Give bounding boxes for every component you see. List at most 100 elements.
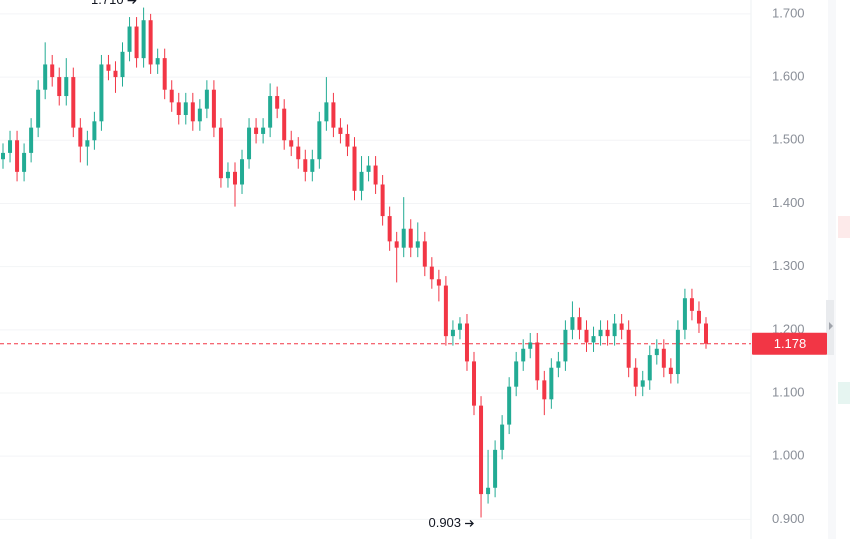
high-marker-label: 1.710 [91, 0, 124, 7]
candle-body [387, 216, 392, 242]
candle-body [29, 127, 34, 153]
candle-body [50, 64, 55, 78]
candle-body [535, 342, 540, 381]
candle-body [197, 108, 202, 122]
candle-body [106, 64, 111, 71]
candle-body [619, 323, 624, 330]
candle-body [36, 89, 41, 128]
candle-body [556, 361, 561, 368]
candle-body [127, 26, 132, 52]
candle-body [486, 487, 491, 495]
scroll-arrow[interactable] [829, 322, 833, 330]
y-tick-label: 1.500 [772, 132, 805, 147]
candle-body [415, 241, 420, 248]
side-tag [838, 382, 850, 404]
candle-body [549, 367, 554, 400]
low-marker-label: 0.903 [428, 515, 461, 530]
candle-body [443, 285, 448, 337]
candle-body [507, 386, 512, 425]
candle-body [247, 127, 252, 160]
candle-body [436, 279, 441, 286]
candle-body [359, 171, 364, 191]
candle-body [324, 102, 329, 122]
y-tick-label: 0.900 [772, 511, 805, 526]
candle-body [647, 355, 652, 381]
y-tick-label: 1.100 [772, 384, 805, 399]
candle-body [514, 361, 519, 387]
overlay: 1.178 1.710 0.903 [0, 0, 827, 530]
candle-body [366, 165, 371, 172]
candle-body [169, 89, 174, 103]
candle-body [626, 329, 631, 368]
candle-body [472, 361, 477, 406]
candle-body [661, 348, 666, 368]
candle-body [268, 96, 273, 128]
candle-body [15, 140, 20, 172]
candle-body [134, 26, 139, 59]
candle-body [183, 102, 188, 115]
candle-body [380, 184, 385, 217]
last-price-label: 1.178 [774, 336, 807, 351]
candle-body [654, 348, 659, 356]
candle-body [345, 133, 350, 147]
candle-body [232, 171, 237, 185]
grid: 0.900 1.000 1.100 1.200 1.300 1.400 1.500 1.600… [0, 5, 805, 526]
candle-body [99, 64, 104, 122]
candle-body [584, 329, 589, 343]
candle-body [141, 20, 146, 59]
last-price-tag [752, 332, 827, 355]
y-tick-label: 1.000 [772, 448, 805, 463]
candle-body [92, 121, 97, 141]
candle-body [1, 152, 5, 160]
candle-body [640, 380, 645, 387]
candle-body [282, 108, 287, 141]
candle-body [113, 70, 118, 78]
y-tick-label: 1.200 [772, 321, 805, 336]
candle-body [57, 77, 62, 97]
candle-body [570, 317, 575, 330]
candle-body [612, 323, 617, 337]
candle-body [261, 127, 266, 134]
candle-body [352, 146, 357, 191]
candle-body [296, 146, 301, 160]
candle-body [598, 329, 603, 337]
candle-body [528, 342, 533, 349]
candle-body [289, 140, 294, 147]
candle-body [310, 159, 315, 172]
candle-body [155, 58, 160, 65]
candles [1, 7, 708, 518]
candle-body [682, 298, 687, 330]
candle-body [464, 323, 469, 362]
y-tick-label: 1.400 [772, 195, 805, 210]
candle-body [338, 127, 343, 134]
candle-body [577, 317, 582, 330]
candle-body [401, 228, 406, 248]
candle-body [225, 171, 230, 179]
candle-body [500, 424, 505, 450]
candle-body [317, 121, 322, 160]
candle-body [120, 51, 125, 78]
candle-body [218, 127, 223, 179]
candle-body [696, 310, 701, 324]
candle-body [422, 241, 427, 267]
candle-body [408, 228, 413, 248]
candle-body [493, 449, 498, 488]
candle-body [457, 323, 462, 330]
candle-body [78, 127, 83, 147]
candle-body [675, 329, 680, 375]
candle-body [71, 77, 76, 128]
side-tag [838, 216, 850, 238]
candle-body [479, 405, 484, 495]
candle-body [204, 89, 209, 109]
candle-body [450, 329, 455, 337]
candle-body [521, 348, 526, 362]
candle-body [394, 241, 399, 248]
candle-body [303, 159, 308, 172]
y-tick-label: 1.600 [772, 69, 805, 84]
candle-body [22, 152, 27, 172]
candle-body [563, 329, 568, 362]
scroll-strip [828, 0, 836, 539]
candle-body [240, 159, 245, 185]
candle-body [605, 329, 610, 337]
